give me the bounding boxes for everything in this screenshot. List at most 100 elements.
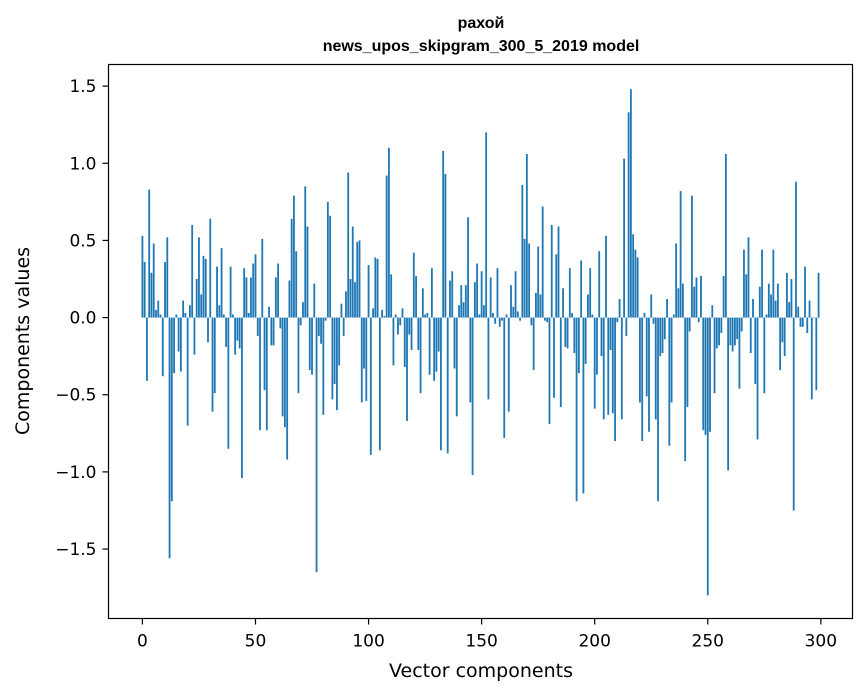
bar-56 [268, 306, 270, 318]
bar-94 [354, 282, 356, 318]
bar-117 [406, 317, 408, 421]
bar-96 [358, 240, 361, 318]
bar-101 [369, 317, 372, 455]
bar-296 [810, 317, 813, 400]
bar-115 [401, 308, 404, 318]
bar-298 [815, 317, 818, 391]
bar-286 [788, 302, 791, 318]
bar-100 [367, 265, 370, 318]
bar-80 [322, 317, 325, 415]
y-axis: −1.5 −1.0 −0.5 0.0 0.5 1.0 1.5 [55, 77, 109, 560]
bar-233 [668, 317, 671, 446]
bar-271 [754, 317, 757, 384]
bar-210 [616, 317, 619, 323]
bar-194 [580, 260, 583, 318]
bar-122 [417, 317, 420, 350]
bar-270 [752, 299, 754, 318]
bar-24 [195, 279, 198, 318]
bar-114 [399, 317, 402, 326]
bar-172 [530, 317, 533, 326]
bar-185 [559, 317, 562, 408]
bar-280 [774, 300, 777, 318]
bar-154 [489, 277, 492, 318]
bar-77 [315, 317, 318, 573]
bar-142 [462, 302, 465, 318]
bar-92 [349, 279, 352, 318]
bar-57 [270, 317, 273, 346]
bar-15 [175, 314, 178, 318]
bar-61 [279, 317, 282, 329]
bar-113 [397, 317, 399, 335]
bar-248 [702, 317, 705, 431]
bars-group [141, 89, 820, 596]
bar-277 [767, 283, 770, 318]
bar-241 [686, 317, 689, 408]
bar-213 [623, 158, 625, 318]
bar-209 [614, 317, 616, 442]
bar-236 [675, 243, 678, 318]
bar-244 [693, 286, 696, 318]
bar-234 [670, 317, 673, 403]
bar-150 [480, 271, 483, 318]
bar-222 [643, 312, 646, 318]
bar-273 [758, 286, 761, 318]
y-tick-label-4: 0.5 [69, 231, 96, 251]
bar-143 [464, 285, 467, 318]
bar-129 [433, 317, 436, 381]
bar-161 [505, 314, 508, 318]
bar-169 [523, 238, 526, 318]
bar-71 [302, 302, 304, 318]
bar-134 [444, 174, 447, 318]
bar-193 [577, 317, 580, 374]
bar-91 [347, 172, 350, 318]
bar-162 [507, 317, 510, 412]
bar-226 [652, 317, 655, 324]
bar-111 [392, 317, 395, 366]
bar-26 [200, 294, 203, 318]
bar-159 [501, 317, 503, 321]
bar-160 [503, 317, 506, 438]
bar-67 [293, 195, 295, 318]
bar-158 [498, 317, 501, 327]
bar-112 [394, 314, 397, 318]
bar-188 [566, 317, 569, 349]
y-tick-label-2: −0.5 [55, 386, 96, 406]
bar-4 [150, 272, 153, 318]
bar-253 [713, 317, 716, 394]
bar-272 [756, 317, 759, 440]
bar-69 [297, 317, 300, 394]
bar-247 [700, 275, 702, 318]
bar-220 [639, 317, 641, 403]
bar-36 [222, 314, 225, 318]
bar-265 [740, 317, 743, 332]
bar-3 [148, 189, 151, 318]
bar-155 [492, 312, 494, 318]
bar-12 [168, 317, 171, 559]
bar-187 [564, 317, 567, 347]
bar-39 [229, 266, 232, 318]
bar-47 [247, 312, 250, 318]
bar-285 [786, 272, 788, 318]
bar-17 [179, 317, 182, 372]
bar-99 [365, 317, 368, 401]
bar-10 [164, 262, 166, 318]
bar-9 [161, 317, 164, 377]
bar-104 [376, 258, 379, 318]
bar-157 [496, 268, 499, 318]
bar-144 [467, 217, 469, 318]
bar-90 [345, 291, 347, 318]
bar-279 [772, 249, 775, 318]
bar-127 [428, 317, 431, 375]
bar-215 [627, 112, 630, 318]
bar-200 [593, 317, 596, 409]
bar-263 [736, 317, 739, 340]
bar-165 [514, 271, 517, 318]
bar-283 [781, 317, 784, 343]
bar-121 [415, 275, 417, 318]
x-tick-label-1: 50 [245, 632, 267, 652]
bar-198 [589, 268, 592, 318]
bar-138 [453, 317, 456, 369]
bar-97 [360, 317, 363, 403]
bar-295 [808, 300, 811, 318]
bar-148 [476, 263, 479, 318]
